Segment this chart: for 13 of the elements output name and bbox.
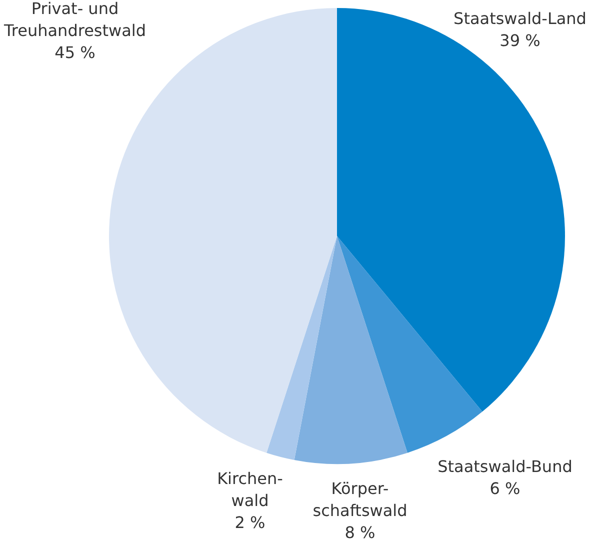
pie-slice <box>266 236 337 460</box>
data-label: 6 % <box>490 479 520 498</box>
data-label: 8 % <box>344 523 376 542</box>
slice-label: Staatswald-Land <box>454 9 586 28</box>
slice-label: Privat- und Treuhandrestwald <box>2 0 146 40</box>
pie-slice <box>294 236 408 464</box>
slice-label: Staatswald-Bund <box>438 457 572 476</box>
slice-label: Kirchen- wald <box>217 469 283 510</box>
slice-label: Körper- schaftswald <box>312 479 408 520</box>
pie-slice <box>337 236 482 453</box>
data-label: 39 % <box>500 31 540 50</box>
data-label: 45 % <box>54 43 96 62</box>
data-label: 2 % <box>234 513 266 532</box>
